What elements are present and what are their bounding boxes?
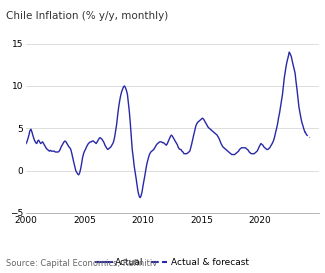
Text: Chile Inflation (% y/y, monthly): Chile Inflation (% y/y, monthly) — [6, 11, 169, 21]
Text: Source: Capital Economics, Refinitiv: Source: Capital Economics, Refinitiv — [6, 259, 158, 268]
Legend: Actual, Actual & forecast: Actual, Actual & forecast — [92, 255, 253, 271]
